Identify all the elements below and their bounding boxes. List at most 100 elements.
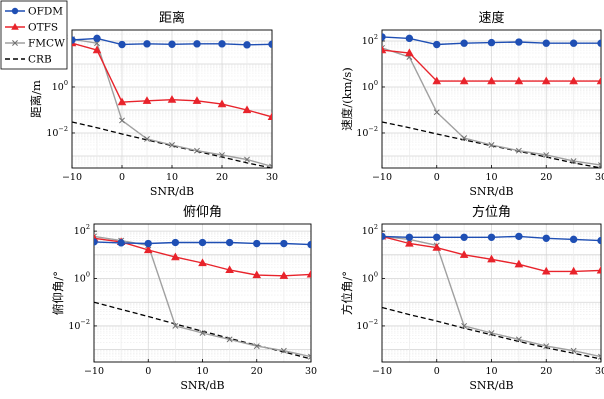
x-tick-label: −10 — [372, 172, 392, 183]
data-point — [217, 99, 227, 108]
x-axis-label: SNR/dB — [469, 185, 513, 198]
data-point — [168, 40, 176, 48]
data-point — [541, 266, 551, 275]
data-point — [459, 76, 469, 85]
chart-title: 方位角 — [472, 204, 511, 220]
x-axis-label: SNR/dB — [469, 379, 513, 392]
x-tick-label: 20 — [251, 366, 263, 377]
legend: OFDM OTFS FMCW CRB — [0, 0, 68, 70]
x-tick-label: −10 — [62, 172, 82, 183]
x-tick-label: 0 — [434, 366, 440, 377]
data-point — [225, 265, 234, 274]
data-point — [382, 232, 386, 241]
x-tick-label: 20 — [216, 172, 228, 183]
data-point — [117, 97, 127, 106]
data-point — [433, 40, 441, 49]
data-point — [218, 40, 226, 48]
data-point — [279, 271, 289, 279]
x-tick-label: −10 — [84, 366, 104, 377]
data-point — [405, 34, 414, 43]
series-crb — [382, 306, 601, 360]
y-tick-label: 10−2 — [356, 125, 378, 139]
data-point — [515, 38, 523, 46]
x-tick-label: 20 — [540, 366, 552, 377]
y-tick-label: 10−2 — [356, 318, 378, 332]
legend-label: CRB — [28, 54, 52, 66]
x-tick-label: 10 — [196, 366, 208, 377]
data-point — [433, 233, 441, 241]
data-point — [253, 239, 261, 248]
y-tick-label: 10−2 — [46, 125, 68, 139]
x-tick-label: 10 — [485, 366, 497, 377]
y-axis-label: 方位角/° — [340, 271, 354, 315]
data-point — [488, 330, 495, 337]
x-tick-label: 20 — [540, 172, 552, 183]
legend-marker — [11, 23, 19, 30]
data-point — [194, 147, 200, 154]
series-ofdm — [94, 238, 311, 249]
legend-box — [0, 0, 68, 70]
data-point — [144, 135, 150, 142]
series-crb — [72, 121, 272, 168]
x-tick-label: 30 — [266, 172, 278, 183]
data-point — [280, 347, 287, 354]
chart-title: 距离 — [159, 10, 185, 26]
data-point — [198, 238, 207, 247]
data-point — [459, 250, 469, 258]
x-axis-label: SNR/dB — [150, 185, 194, 198]
series-otfs — [382, 231, 601, 275]
data-point — [267, 112, 272, 120]
x-tick-label: 10 — [166, 172, 178, 183]
data-point — [569, 266, 578, 275]
y-tick-label: 102 — [362, 33, 378, 47]
x-tick-label: 30 — [595, 366, 604, 377]
data-point — [598, 162, 601, 168]
data-point — [405, 233, 414, 241]
data-point — [569, 39, 578, 47]
data-point — [515, 232, 523, 241]
data-point — [144, 239, 152, 248]
y-axis-label: 俯仰角/° — [51, 271, 65, 315]
y-tick-label: 102 — [74, 223, 90, 237]
data-point — [488, 142, 495, 148]
legend-item-otfs: OTFS — [5, 22, 58, 34]
data-point — [382, 33, 386, 41]
data-point — [515, 147, 522, 154]
series-line — [382, 306, 601, 360]
y-tick-label: 100 — [362, 79, 378, 93]
data-point — [487, 38, 496, 47]
data-point — [199, 330, 206, 337]
data-point — [570, 158, 577, 165]
data-point — [72, 36, 76, 44]
chart-panel-4: −10 0 10 20 30 10−2 100 102 方位角 SNR/dB 方位角/° — [340, 204, 604, 392]
series-ofdm — [382, 33, 601, 49]
data-point — [542, 39, 550, 47]
chart-title: 俯仰角 — [183, 204, 222, 220]
data-point — [461, 322, 468, 329]
data-point — [192, 96, 202, 104]
data-point — [92, 45, 102, 54]
data-point — [308, 353, 311, 360]
y-axis-label: 距离/m — [29, 80, 43, 118]
y-tick-label: 102 — [362, 223, 378, 237]
x-tick-label: 0 — [119, 172, 125, 183]
data-point — [225, 238, 234, 247]
data-point — [461, 135, 468, 142]
x-tick-label: 10 — [485, 172, 497, 183]
data-point — [172, 322, 179, 329]
data-point — [226, 336, 233, 343]
x-axis-label: SNR/dB — [180, 379, 224, 392]
series-ofdm — [72, 34, 272, 49]
data-point — [242, 105, 252, 114]
data-point — [487, 76, 496, 85]
data-point — [306, 269, 311, 278]
data-point — [596, 265, 601, 274]
data-point — [382, 45, 387, 54]
x-tick-label: 0 — [434, 172, 440, 183]
data-point — [569, 235, 578, 244]
data-point — [598, 353, 601, 360]
y-tick-label: 10−2 — [68, 318, 90, 332]
x-tick-label: 30 — [595, 172, 604, 183]
legend-label: OTFS — [28, 22, 58, 34]
y-tick-label: 100 — [362, 271, 378, 285]
